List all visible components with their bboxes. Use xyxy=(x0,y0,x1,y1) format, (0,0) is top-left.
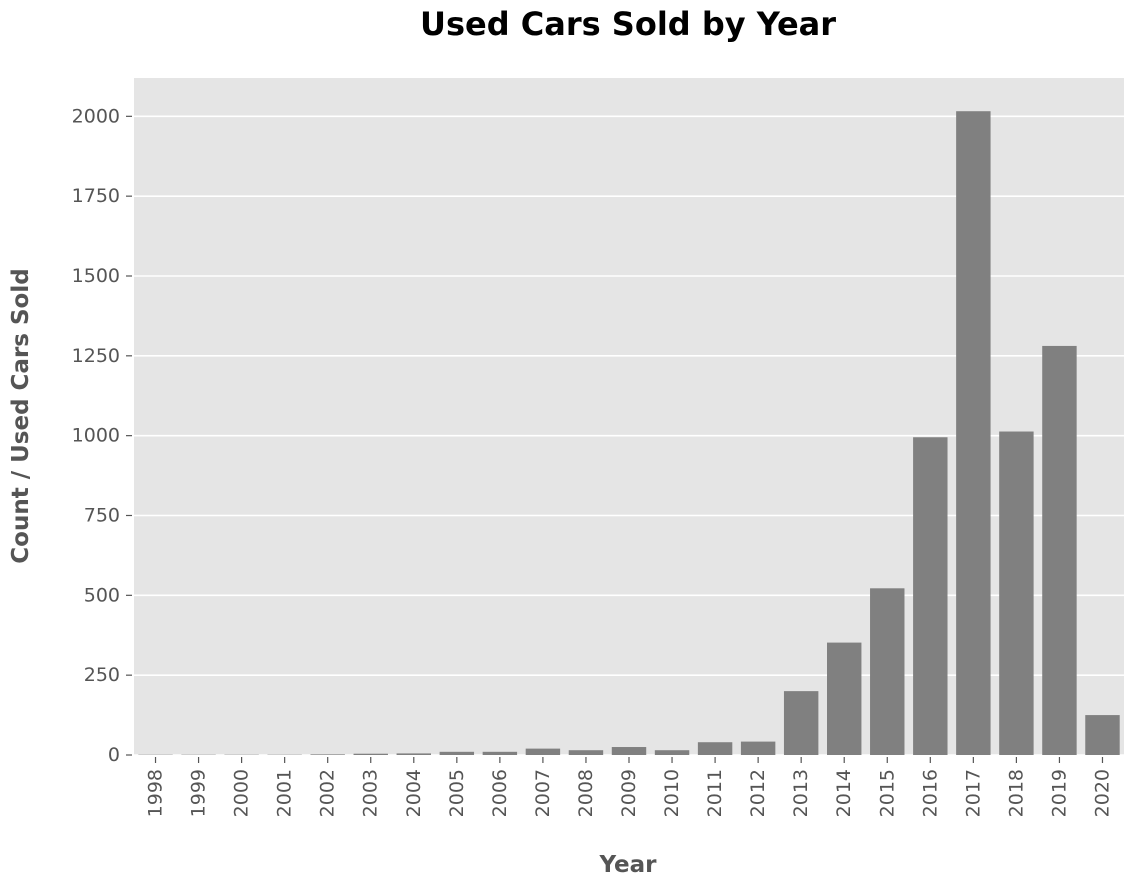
x-tick-label: 1998 xyxy=(145,769,167,817)
x-tick-label: 2002 xyxy=(317,769,339,817)
x-axis: 1998 1999 2000 2001 2002 2003 2004 2005 2006 2007… xyxy=(145,757,1113,817)
x-tick-label: 2008 xyxy=(575,769,597,817)
x-tick-label: 1999 xyxy=(188,769,210,817)
bars xyxy=(138,111,1120,756)
chart-title: Used Cars Sold by Year xyxy=(420,5,836,43)
bar-2018 xyxy=(999,431,1034,755)
x-tick-label: 2015 xyxy=(876,769,898,817)
bar-2017 xyxy=(956,111,991,756)
x-tick-label: 2000 xyxy=(231,769,253,817)
x-tick-label: 2016 xyxy=(919,769,941,817)
bar-2020 xyxy=(1085,715,1120,755)
y-tick-label: 1500 xyxy=(72,265,120,287)
x-tick-label: 2014 xyxy=(833,769,855,817)
y-tick-label: 250 xyxy=(84,664,120,686)
x-tick-label: 2020 xyxy=(1091,769,1113,817)
x-tick-label: 2006 xyxy=(489,769,511,817)
bar-2014 xyxy=(827,642,862,755)
x-tick-label: 2004 xyxy=(403,769,425,817)
bar-2016 xyxy=(913,437,948,755)
bar-2015 xyxy=(870,588,905,755)
y-tick-label: 500 xyxy=(84,584,120,606)
y-tick-label: 2000 xyxy=(72,105,120,127)
y-tick-label: 1250 xyxy=(72,345,120,367)
bar-2010 xyxy=(654,750,690,755)
bar-2006 xyxy=(482,751,518,755)
x-tick-label: 2009 xyxy=(618,769,640,817)
bar-2011 xyxy=(697,742,733,755)
bar-2012 xyxy=(740,741,776,755)
x-tick-label: 2019 xyxy=(1048,769,1070,817)
bar-2019 xyxy=(1042,345,1077,755)
y-tick-label: 0 xyxy=(108,744,120,766)
x-tick-label: 2011 xyxy=(704,769,726,817)
x-tick-label: 2005 xyxy=(446,769,468,817)
y-axis: 0 250 500 750 1000 1250 1500 1750 2000 xyxy=(72,105,132,766)
y-tick-label: 1750 xyxy=(72,185,120,207)
y-axis-label: Count / Used Cars Sold xyxy=(8,268,34,563)
bar-2013 xyxy=(783,691,819,755)
bar-2009 xyxy=(611,747,647,755)
x-tick-label: 2007 xyxy=(532,769,554,817)
x-tick-label: 2013 xyxy=(790,769,812,817)
bar-2002 xyxy=(310,754,345,755)
bar-2004 xyxy=(396,753,431,755)
x-tick-label: 2018 xyxy=(1005,769,1027,817)
x-axis-label: Year xyxy=(598,852,657,878)
y-tick-label: 1000 xyxy=(72,425,120,447)
x-tick-label: 2001 xyxy=(274,769,296,817)
bar-2007 xyxy=(525,748,561,755)
x-tick-label: 2003 xyxy=(360,769,382,817)
bar-2005 xyxy=(439,751,475,755)
x-tick-label: 2012 xyxy=(747,769,769,817)
bar-2008 xyxy=(568,750,604,755)
x-tick-label: 2017 xyxy=(962,769,984,817)
y-tick-label: 750 xyxy=(84,504,120,526)
x-tick-label: 2010 xyxy=(661,769,683,817)
bar-2003 xyxy=(353,753,388,755)
